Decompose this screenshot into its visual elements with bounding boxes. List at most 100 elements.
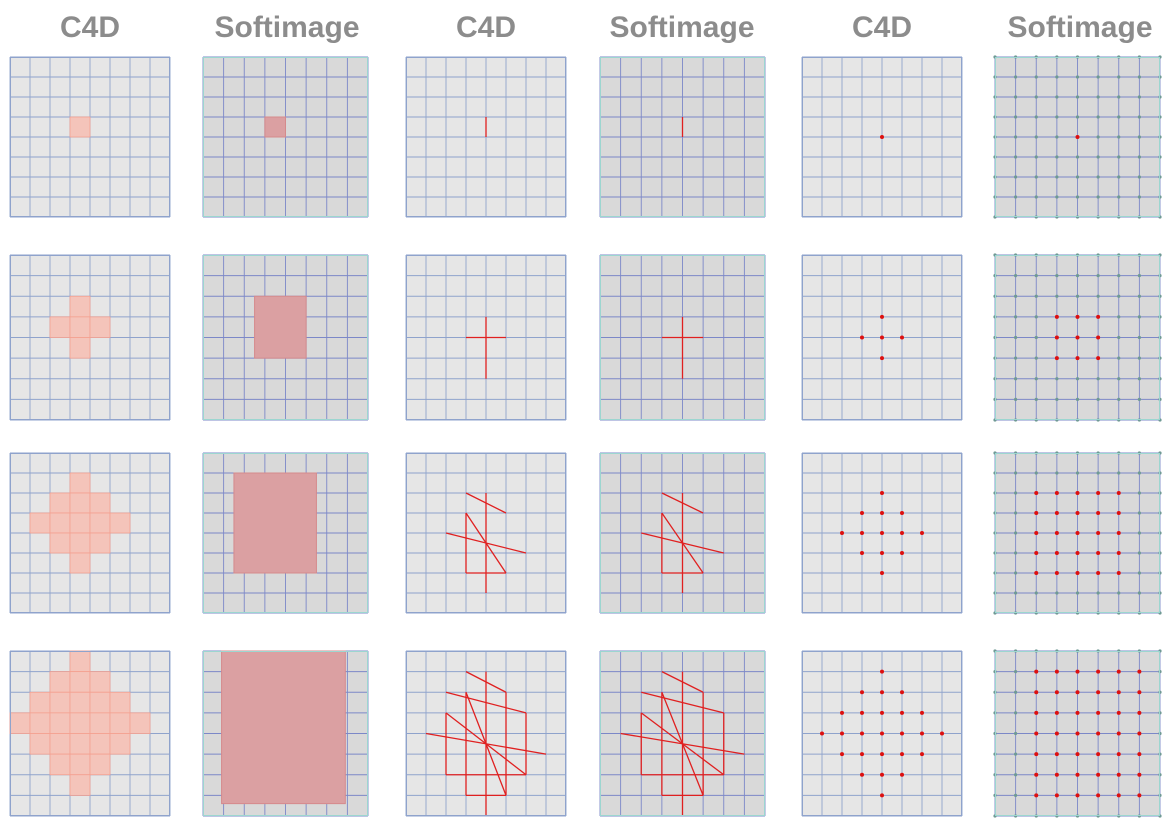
selected-point bbox=[880, 752, 884, 757]
selected-point bbox=[1075, 491, 1080, 495]
selected-point bbox=[860, 531, 864, 535]
selected-point bbox=[1034, 531, 1039, 535]
panel-border bbox=[802, 453, 962, 613]
panel-border bbox=[802, 651, 962, 816]
soft-poly-panel-row-1 bbox=[202, 56, 369, 218]
selected-polygon bbox=[69, 512, 91, 534]
vertex-point bbox=[1014, 356, 1018, 360]
selected-point bbox=[880, 335, 884, 340]
selected-point bbox=[1054, 752, 1059, 757]
selected-point bbox=[1096, 531, 1101, 535]
vertex-point bbox=[1055, 377, 1059, 381]
selected-polygon bbox=[109, 733, 131, 755]
selected-polygon bbox=[49, 671, 71, 693]
selected-polygon bbox=[109, 712, 131, 734]
selected-point bbox=[1096, 752, 1101, 757]
selected-polygon bbox=[49, 512, 71, 534]
panel-border bbox=[203, 651, 368, 816]
selected-point bbox=[900, 710, 904, 715]
vertex-point bbox=[1117, 591, 1121, 595]
vertex-point bbox=[1096, 397, 1100, 401]
vertex-point bbox=[1117, 115, 1121, 119]
vertex-point bbox=[1014, 175, 1018, 179]
vertex-point bbox=[1075, 274, 1080, 278]
selected-polygon bbox=[69, 712, 91, 734]
selected-polygon-region bbox=[254, 295, 307, 359]
vertex-point bbox=[1014, 315, 1018, 319]
vertex-point bbox=[1137, 377, 1141, 381]
vertex-point bbox=[1096, 294, 1100, 298]
column-header-softimage-3: Softimage bbox=[1007, 11, 1153, 44]
selected-point bbox=[1116, 710, 1121, 715]
selected-polygon bbox=[69, 295, 91, 318]
selected-point bbox=[1096, 356, 1101, 361]
selected-point bbox=[920, 531, 924, 535]
selected-polygon bbox=[69, 671, 91, 693]
vertex-point bbox=[1096, 274, 1100, 278]
vertex-point bbox=[1055, 274, 1059, 278]
selected-point bbox=[1034, 731, 1039, 736]
soft-point-panel-row-4 bbox=[993, 649, 1162, 818]
selected-polygon bbox=[69, 774, 91, 796]
selected-point bbox=[880, 314, 884, 319]
vertex-point bbox=[1034, 195, 1038, 199]
column-header-softimage-1: Softimage bbox=[214, 11, 360, 44]
vertex-point bbox=[1055, 115, 1059, 119]
selected-point bbox=[1034, 571, 1039, 575]
selected-point bbox=[1075, 690, 1080, 695]
vertex-point bbox=[1055, 397, 1059, 401]
selected-polygon-region bbox=[233, 472, 317, 574]
c4d-edge-panel-row-3 bbox=[405, 452, 567, 614]
vertex-point bbox=[1096, 135, 1100, 139]
selected-point bbox=[920, 752, 924, 757]
vertex-point bbox=[1137, 175, 1141, 179]
selected-polygon bbox=[69, 691, 91, 714]
vertex-point bbox=[1014, 531, 1018, 535]
selected-point bbox=[1137, 690, 1142, 695]
selected-point bbox=[1054, 335, 1059, 340]
vertex-point bbox=[1075, 75, 1080, 79]
vertex-point bbox=[1014, 731, 1018, 736]
selected-point bbox=[900, 531, 904, 535]
selected-polygon bbox=[49, 733, 71, 755]
vertex-point bbox=[1014, 773, 1018, 777]
vertex-point bbox=[1034, 471, 1038, 475]
selected-point bbox=[1096, 314, 1101, 319]
selected-point bbox=[1137, 710, 1142, 715]
vertex-point bbox=[1014, 115, 1018, 119]
selected-polygon bbox=[9, 712, 31, 734]
c4d-edge-panel-row-2 bbox=[405, 254, 567, 421]
selected-point bbox=[1096, 793, 1101, 798]
selected-point bbox=[1116, 551, 1121, 555]
vertex-point bbox=[1117, 397, 1121, 401]
vertex-point bbox=[1014, 75, 1018, 79]
panel-border bbox=[10, 453, 170, 613]
selected-point bbox=[1075, 314, 1080, 319]
vertex-point bbox=[1096, 377, 1100, 381]
vertex-point bbox=[1014, 155, 1018, 159]
vertex-point bbox=[1055, 155, 1059, 159]
vertex-point bbox=[1075, 195, 1080, 199]
selected-edge bbox=[661, 671, 704, 693]
selected-point bbox=[860, 551, 864, 555]
vertex-point bbox=[1014, 571, 1018, 575]
selected-polygon bbox=[49, 753, 71, 776]
vertex-point bbox=[1014, 274, 1018, 278]
vertex-point bbox=[1075, 471, 1080, 475]
vertex-point bbox=[1034, 155, 1038, 159]
c4d-point-panel-row-1 bbox=[801, 56, 963, 218]
selected-point bbox=[880, 571, 884, 575]
panel-border bbox=[600, 651, 765, 816]
selected-point bbox=[900, 690, 904, 695]
vertex-point bbox=[1055, 175, 1059, 179]
vertex-point bbox=[1137, 95, 1141, 99]
selected-point bbox=[880, 690, 884, 695]
selected-polygon bbox=[89, 316, 111, 338]
vertex-point bbox=[1034, 294, 1038, 298]
selected-polygon bbox=[49, 691, 71, 714]
selected-point bbox=[860, 710, 864, 715]
selected-point bbox=[1096, 690, 1101, 695]
c4d-poly-panel-row-4 bbox=[9, 650, 171, 817]
selected-edge bbox=[445, 691, 527, 714]
selected-polygon bbox=[89, 532, 111, 554]
